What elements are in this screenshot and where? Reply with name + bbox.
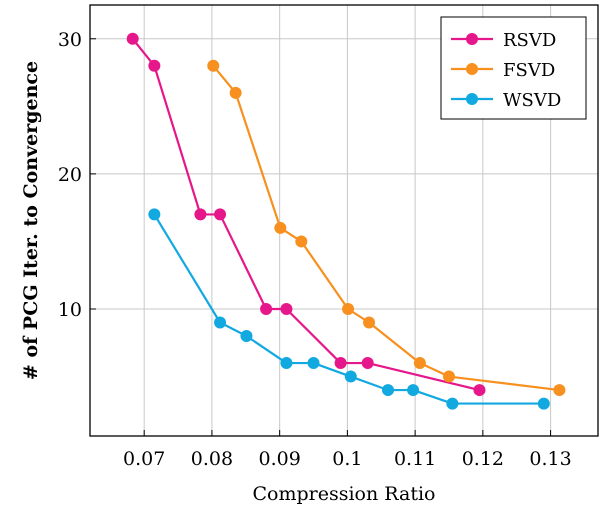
- data-point: [274, 221, 287, 234]
- data-point: [344, 370, 357, 383]
- data-point: [194, 208, 207, 221]
- y-tick-label: 10: [58, 299, 82, 321]
- data-point: [260, 302, 273, 315]
- y-tick-label: 20: [58, 164, 82, 186]
- data-point: [280, 357, 293, 370]
- series-layer: [126, 32, 566, 410]
- legend-item-fsvd: FSVD: [451, 60, 555, 81]
- data-point: [148, 59, 161, 72]
- data-point: [148, 208, 161, 221]
- series-line-wsvd: [153, 213, 544, 405]
- series-wsvd: [148, 208, 550, 410]
- data-point: [229, 86, 242, 99]
- data-point: [207, 59, 220, 72]
- data-point: [240, 330, 253, 343]
- legend-item-wsvd: WSVD: [451, 90, 561, 111]
- data-point: [280, 302, 293, 315]
- data-point: [413, 357, 426, 370]
- x-tick-label: 0.13: [529, 448, 571, 470]
- data-point: [473, 384, 486, 397]
- x-tick-label: 0.1: [332, 448, 362, 470]
- data-point: [295, 235, 308, 248]
- y-axis-title: # of PCG Iter. to Convergence: [20, 61, 42, 380]
- legend-marker: [466, 93, 478, 105]
- data-point: [361, 357, 374, 370]
- x-tick-label: 0.07: [123, 448, 165, 470]
- plot-frame: [89, 4, 599, 437]
- data-point: [407, 384, 420, 397]
- data-point: [442, 370, 455, 383]
- legend-marker: [466, 63, 478, 75]
- y-tick-label: 30: [58, 29, 82, 51]
- x-axis-title: Compression Ratio: [253, 483, 436, 505]
- data-point: [126, 32, 139, 45]
- legend-label: FSVD: [503, 60, 555, 81]
- x-tick-label: 0.09: [258, 448, 300, 470]
- data-point: [307, 357, 320, 370]
- legend-marker: [466, 33, 478, 45]
- data-point: [214, 208, 227, 221]
- data-point: [537, 397, 550, 410]
- data-point: [363, 316, 376, 329]
- data-point: [382, 384, 395, 397]
- legend: RSVD FSVD WSVD: [440, 16, 587, 120]
- legend-label: WSVD: [503, 90, 561, 111]
- x-tick-label: 0.08: [191, 448, 233, 470]
- x-tick-label: 0.12: [462, 448, 504, 470]
- series-line-rsvd: [131, 38, 480, 392]
- series-fsvd: [207, 59, 566, 397]
- legend-label: RSVD: [503, 30, 556, 51]
- data-point: [334, 357, 347, 370]
- x-tick-label: 0.11: [394, 448, 436, 470]
- data-point: [446, 397, 459, 410]
- data-point: [553, 384, 566, 397]
- series-rsvd: [126, 32, 486, 397]
- tick-labels: 0.07 0.08 0.09 0.1 0.11 0.12 0.13 10 20 30: [58, 29, 572, 470]
- data-point: [214, 316, 227, 329]
- legend-item-rsvd: RSVD: [451, 30, 556, 51]
- data-point: [342, 302, 355, 315]
